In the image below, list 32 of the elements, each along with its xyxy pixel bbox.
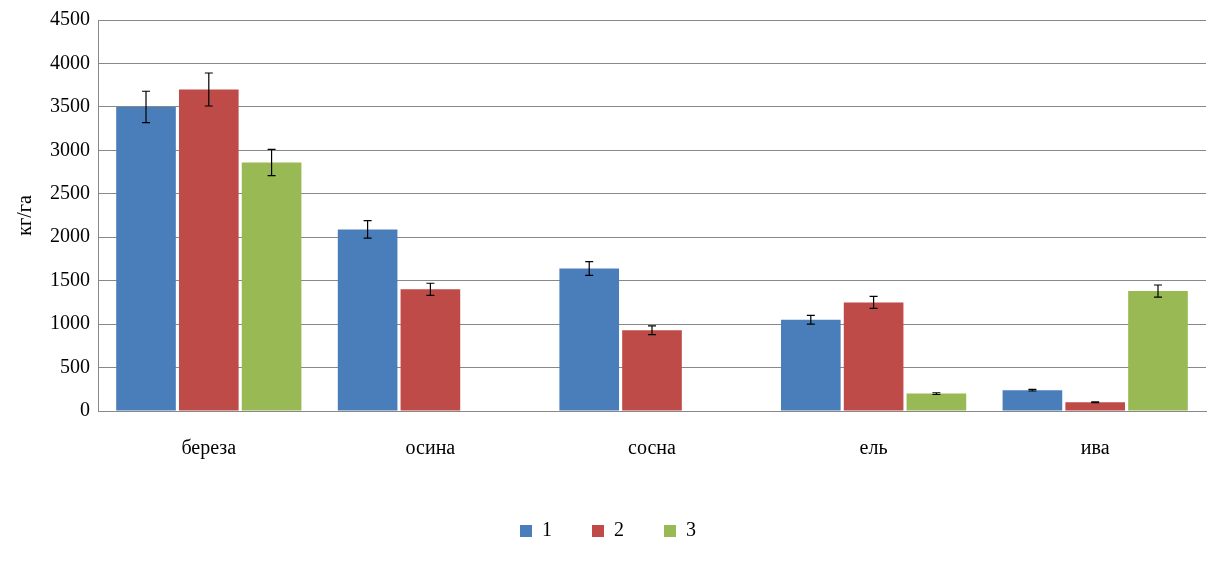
legend-label: 1: [542, 518, 552, 541]
bar: [337, 229, 398, 411]
x-tick-label: ель: [859, 436, 888, 459]
y-tick-label: 1500: [50, 267, 90, 290]
y-tick-label: 2000: [50, 224, 90, 247]
bar: [1002, 390, 1063, 411]
bar: [1065, 402, 1126, 411]
y-axis-title: кг/га: [13, 195, 36, 236]
bar: [178, 89, 239, 411]
legend-label: 3: [686, 518, 696, 541]
bar: [906, 393, 967, 411]
bar: [1128, 291, 1188, 411]
y-tick-label: 1000: [50, 311, 90, 334]
y-tick-label: 4000: [50, 50, 90, 73]
bar: [241, 162, 302, 411]
bar: [400, 289, 461, 411]
y-tick-label: 500: [60, 354, 90, 377]
bar: [780, 319, 841, 411]
y-tick-label: 3000: [50, 137, 90, 160]
x-tick-label: береза: [181, 436, 237, 460]
y-tick-label: 3500: [50, 94, 90, 117]
y-tick-label: 2500: [50, 181, 90, 204]
bar: [622, 330, 682, 411]
y-tick-label: 0: [80, 398, 90, 421]
x-tick-label: осина: [405, 436, 456, 459]
bar: [843, 302, 904, 411]
bar: [559, 268, 620, 411]
bar: [116, 106, 176, 411]
y-tick-label: 4500: [50, 7, 90, 30]
legend-label: 2: [614, 518, 624, 541]
x-tick-label: сосна: [628, 436, 677, 459]
x-tick-label: ива: [1080, 436, 1110, 459]
